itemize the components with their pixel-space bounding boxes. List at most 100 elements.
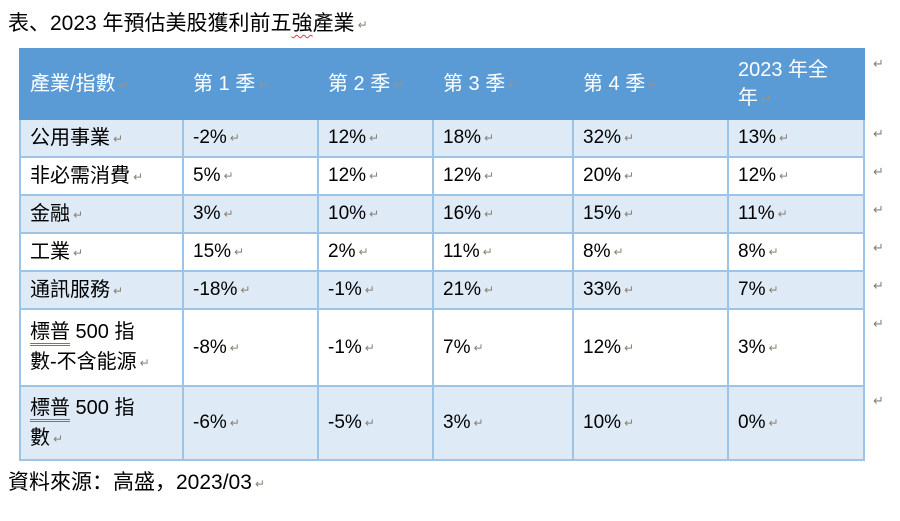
paragraph-mark-icon: ↵ (624, 340, 635, 355)
value-cell: -2% ↵ (182, 118, 319, 158)
value-cell: 10% ↵ (317, 194, 434, 234)
value-cell: 3% ↵ (727, 308, 865, 387)
paragraph-mark-icon: ↵ (393, 77, 404, 92)
industry-label-cell: 金融 ↵ (19, 194, 184, 234)
value-cell: 12% ↵ (727, 156, 865, 196)
value-text: 13% (738, 127, 777, 148)
paragraph-mark-icon: ↵ (364, 416, 375, 430)
paragraph-mark-icon: ↵ (364, 283, 375, 297)
industry-label: 通訊服務 (30, 278, 110, 301)
row-end-mark-icon: ↵ (873, 241, 884, 256)
value-text: 15% (583, 203, 622, 224)
paragraph-mark-icon: ↵ (229, 340, 240, 355)
paragraph-mark-icon: ↵ (139, 356, 150, 370)
table-row: 非必需消費 ↵ 5% ↵ 12% ↵ 12% ↵ 20% ↵ 12% ↵ (19, 156, 865, 196)
paragraph-mark-icon: ↵ (624, 416, 635, 430)
paragraph-mark-icon: ↵ (779, 131, 790, 145)
value-cell: 32% ↵ (572, 118, 729, 158)
header-cell: 第 2 季 ↵ (317, 48, 434, 120)
value-text: 15% (193, 241, 232, 262)
earnings-table-wrap: 產業/指數 ↵ 第 1 季 ↵ 第 2 季 ↵ 第 3 季 ↵ 第 4 季 ↵ 2023 年全 年 ↵… (19, 48, 894, 461)
value-cell: -6% ↵ (182, 385, 319, 461)
value-cell: -8% ↵ (182, 308, 319, 387)
value-text: 33% (583, 279, 622, 300)
paragraph-mark-icon: ↵ (484, 207, 495, 221)
paragraph-mark-icon: ↵ (482, 245, 493, 259)
paragraph-mark-icon: ↵ (624, 207, 635, 221)
industry-label-cell: 標普 500 指 數-不含能源 ↵ (19, 308, 184, 387)
value-text: 3% (193, 203, 221, 224)
value-cell: -18% ↵ (182, 270, 319, 310)
industry-label-cell: 標普 500 指 數 ↵ (19, 385, 184, 461)
value-cell: 13% ↵ (727, 118, 865, 158)
value-cell: 33% ↵ (572, 270, 729, 310)
paragraph-mark-icon: ↵ (768, 416, 779, 430)
industry-label: 金融 (30, 202, 70, 225)
grammar-underlined-word: 標普 (30, 396, 70, 422)
value-cell: 15% ↵ (182, 232, 319, 272)
paragraph-mark-icon: ↵ (240, 283, 251, 297)
paragraph-mark-icon: ↵ (53, 431, 64, 446)
paragraph-mark-icon: ↵ (473, 340, 484, 355)
value-text: -8% (193, 336, 227, 358)
industry-label-cell: 工業 ↵ (19, 232, 184, 272)
value-cell: 8% ↵ (727, 232, 865, 272)
source-text: 資料來源：高盛，2023/03 (8, 471, 252, 494)
value-cell: 5% ↵ (182, 156, 319, 196)
value-cell: -1% ↵ (317, 308, 434, 387)
paragraph-mark-icon: ↵ (648, 77, 659, 92)
value-cell: 12% ↵ (572, 308, 729, 387)
title-text-suffix: 產業 (312, 12, 355, 35)
industry-label-cell: 通訊服務 ↵ (19, 270, 184, 310)
paragraph-mark-icon: ↵ (229, 416, 240, 430)
paragraph-mark-icon: ↵ (369, 131, 380, 145)
paragraph-mark-icon: ↵ (768, 340, 779, 355)
paragraph-mark-icon: ↵ (484, 169, 495, 183)
header-label: 產業/指數 (30, 72, 116, 95)
value-cell: 3% ↵ (432, 385, 574, 461)
table-row: 標普 500 指 數 ↵ -6% ↵ -5% ↵ 3% ↵ 10% ↵ 0% ↵ (19, 385, 865, 461)
row-end-mark-icon: ↵ (873, 279, 884, 294)
header-label: 第 4 季 (583, 72, 646, 95)
header-row: 產業/指數 ↵ 第 1 季 ↵ 第 2 季 ↵ 第 3 季 ↵ 第 4 季 ↵ 2023 年全 年 ↵ (19, 48, 865, 120)
value-cell: -5% ↵ (317, 385, 434, 461)
value-text: -6% (193, 412, 227, 433)
paragraph-mark-icon: ↵ (357, 18, 368, 32)
value-text: 21% (443, 279, 482, 300)
paragraph-mark-icon: ↵ (777, 207, 788, 221)
value-text: 0% (738, 412, 766, 433)
paragraph-mark-icon: ↵ (358, 245, 369, 259)
data-source-note: 資料來源：高盛，2023/03 ↵ (8, 469, 900, 498)
industry-label: 公用事業 (30, 126, 110, 149)
paragraph-mark-icon: ↵ (624, 169, 635, 183)
paragraph-mark-icon: ↵ (223, 207, 234, 221)
value-cell: 21% ↵ (432, 270, 574, 310)
value-text: 12% (443, 165, 482, 186)
industry-label: 工業 (30, 240, 70, 263)
value-text: 16% (443, 203, 482, 224)
title-text: 表、2023 年預估美股獲利前五 (8, 12, 292, 35)
value-text: 2% (328, 241, 356, 262)
row-end-mark-icon: ↵ (873, 57, 884, 72)
paragraph-mark-icon: ↵ (118, 77, 129, 92)
paragraph-mark-icon: ↵ (113, 283, 124, 298)
value-cell: 3% ↵ (182, 194, 319, 234)
industry-label: 500 指 數-不含能源 (30, 321, 137, 373)
paragraph-mark-icon: ↵ (484, 131, 495, 145)
value-text: 7% (443, 336, 471, 358)
header-label: 第 1 季 (193, 72, 256, 95)
value-text: 11% (443, 241, 480, 262)
value-text: -1% (328, 336, 362, 358)
value-text: 8% (738, 241, 766, 262)
value-cell: 10% ↵ (572, 385, 729, 461)
value-text: 3% (738, 336, 766, 358)
paragraph-mark-icon: ↵ (229, 131, 240, 145)
header-cell: 第 3 季 ↵ (432, 48, 574, 120)
value-text: 10% (328, 203, 367, 224)
paragraph-mark-icon: ↵ (223, 169, 234, 183)
value-text: 32% (583, 127, 622, 148)
earnings-table: 產業/指數 ↵ 第 1 季 ↵ 第 2 季 ↵ 第 3 季 ↵ 第 4 季 ↵ 2023 年全 年 ↵… (19, 48, 865, 461)
header-label: 第 3 季 (443, 72, 506, 95)
paragraph-mark-icon: ↵ (254, 477, 265, 491)
value-cell: 18% ↵ (432, 118, 574, 158)
